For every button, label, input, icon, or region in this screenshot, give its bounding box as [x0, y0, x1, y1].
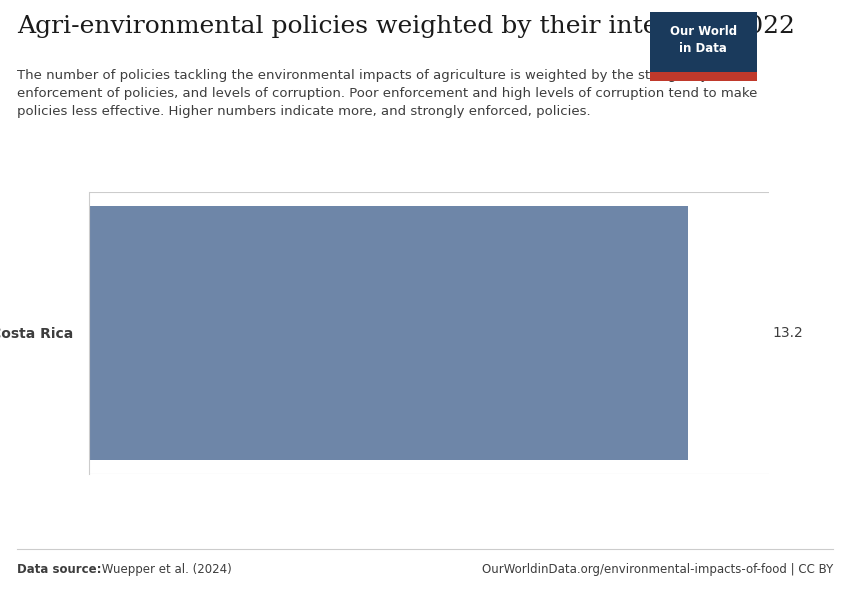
Bar	[89, 206, 688, 460]
Text: OurWorldinData.org/environmental-impacts-of-food | CC BY: OurWorldinData.org/environmental-impacts…	[482, 563, 833, 576]
Text: Agri-environmental policies weighted by their intensity, 2022: Agri-environmental policies weighted by …	[17, 15, 795, 38]
Text: Wuepper et al. (2024): Wuepper et al. (2024)	[98, 563, 231, 576]
Text: The number of policies tackling the environmental impacts of agriculture is weig: The number of policies tackling the envi…	[17, 69, 757, 118]
Text: Our World
in Data: Our World in Data	[670, 25, 737, 55]
Text: Data source:: Data source:	[17, 563, 101, 576]
Text: 13.2: 13.2	[773, 326, 803, 340]
